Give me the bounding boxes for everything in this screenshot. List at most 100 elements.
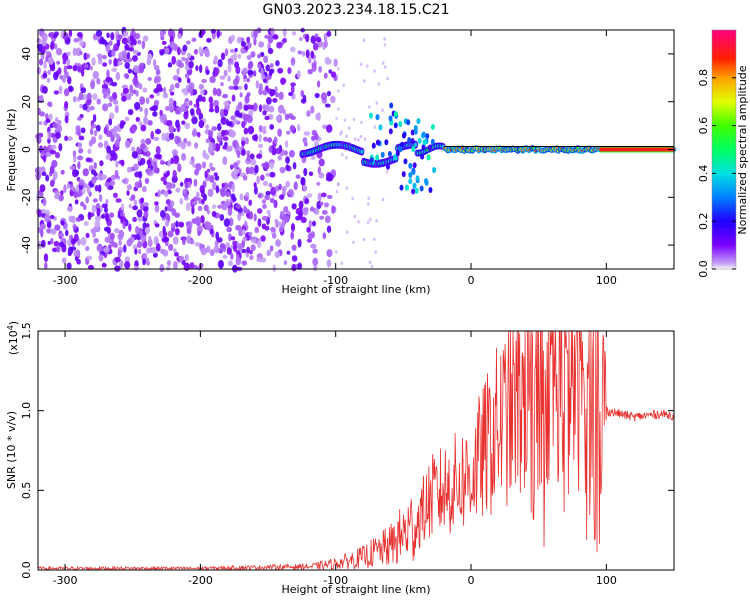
heatmap-cell — [277, 128, 282, 137]
heatmap-cell — [320, 192, 327, 198]
heatmap-cell — [129, 84, 134, 93]
heatmap-cell — [89, 66, 94, 71]
heatmap-cell — [362, 38, 366, 42]
heatmap-cell — [237, 101, 243, 111]
heatmap-cell — [277, 221, 282, 227]
heatmap-cell — [335, 116, 338, 121]
heatmap-cell — [232, 243, 238, 252]
heatmap-cell — [380, 151, 385, 158]
heatmap-cell — [136, 209, 143, 218]
heatmap-cell — [64, 71, 69, 79]
heatmap-cell — [253, 36, 257, 46]
heatmap-cell — [269, 63, 274, 68]
heatmap-cell — [385, 169, 389, 174]
heatmap-cell — [113, 228, 120, 234]
heatmap-cell — [128, 91, 134, 97]
heatmap-cell — [189, 108, 195, 116]
heatmap-cell — [216, 88, 222, 97]
heatmap-cell — [66, 183, 71, 190]
heatmap-cell — [86, 92, 92, 101]
heatmap-cell — [208, 96, 214, 104]
heatmap-cell — [182, 44, 188, 52]
heatmap-cell — [56, 119, 62, 125]
heatmap-cell — [236, 149, 241, 156]
heatmap-cell — [124, 140, 131, 149]
heatmap-cell — [237, 167, 242, 174]
heatmap-cell — [395, 150, 400, 157]
heatmap-cell — [324, 103, 331, 108]
heatmap-cell — [162, 249, 169, 257]
heatmap-cell — [143, 205, 149, 213]
heatmap-cell — [260, 174, 265, 181]
heatmap-cell — [93, 238, 99, 244]
heatmap-cell — [230, 236, 236, 241]
heatmap-cell — [305, 33, 310, 43]
heatmap-cell — [401, 171, 406, 178]
heatmap-cell — [76, 66, 82, 72]
heatmap-cell — [387, 151, 392, 158]
heatmap-cell — [60, 169, 65, 175]
heatmap-cell — [425, 133, 430, 140]
heatmap-cell — [50, 237, 54, 245]
heatmap-cell — [229, 164, 234, 170]
heatmap-cell — [244, 208, 250, 214]
heatmap-cell — [257, 218, 262, 227]
heatmap-cell — [246, 92, 251, 97]
heatmap-cell — [296, 124, 301, 132]
heatmap-cell — [87, 148, 92, 155]
heatmap-cell — [207, 188, 214, 198]
heatmap-cell — [229, 130, 236, 138]
heatmap-cell — [216, 237, 223, 243]
heatmap-cell — [398, 120, 403, 127]
heatmap-cell — [324, 202, 330, 208]
heatmap-cell — [139, 229, 143, 238]
heatmap-cell — [44, 113, 49, 120]
heatmap-cell — [108, 59, 112, 65]
heatmap-cell — [263, 136, 268, 142]
heatmap-cell — [399, 184, 404, 191]
heatmap-cell — [240, 211, 245, 217]
heatmap-cell — [80, 127, 86, 134]
spectrogram-y-tick-label: -20 — [20, 188, 33, 206]
heatmap-cell — [45, 174, 50, 182]
heatmap-cell — [318, 172, 325, 179]
heatmap-cell — [307, 56, 312, 64]
heatmap-cell — [152, 136, 160, 141]
heatmap-cell — [111, 92, 118, 101]
snr-y-tick-label: 0.0 — [20, 561, 33, 579]
heatmap-cell — [204, 47, 210, 56]
heatmap-cell — [373, 237, 376, 242]
heatmap-cell — [242, 174, 248, 181]
heatmap-cell — [152, 59, 157, 67]
heatmap-cell — [268, 145, 273, 153]
heatmap-cell — [302, 207, 309, 216]
heatmap-cell — [105, 44, 111, 53]
heatmap-cell — [58, 85, 63, 95]
heatmap-cell — [192, 200, 196, 206]
heatmap-cell — [236, 36, 242, 44]
heatmap-cell — [62, 76, 67, 84]
heatmap-cell — [209, 249, 215, 257]
heatmap-cell — [312, 248, 318, 254]
heatmap-cell — [319, 201, 324, 206]
heatmap-cell — [232, 119, 239, 125]
heatmap-cell — [130, 194, 136, 200]
heatmap-cell — [345, 134, 348, 139]
heatmap-cell — [250, 158, 257, 166]
heatmap-cell — [175, 220, 179, 228]
heatmap-cell — [300, 216, 307, 224]
heatmap-cell — [213, 172, 218, 177]
heatmap-cell — [162, 92, 169, 99]
heatmap-cell — [178, 62, 185, 68]
heatmap-cell — [410, 138, 415, 145]
heatmap-cell — [310, 35, 317, 44]
heatmap-cell — [278, 183, 282, 191]
heatmap-cell — [154, 203, 160, 213]
heatmap-cell — [345, 186, 349, 191]
heatmap-cell — [241, 229, 246, 236]
heatmap-cell — [295, 174, 301, 179]
heatmap-cell — [99, 160, 104, 167]
heatmap-cell — [167, 159, 171, 168]
heatmap-cell — [222, 93, 229, 99]
heatmap-cell — [280, 77, 286, 85]
